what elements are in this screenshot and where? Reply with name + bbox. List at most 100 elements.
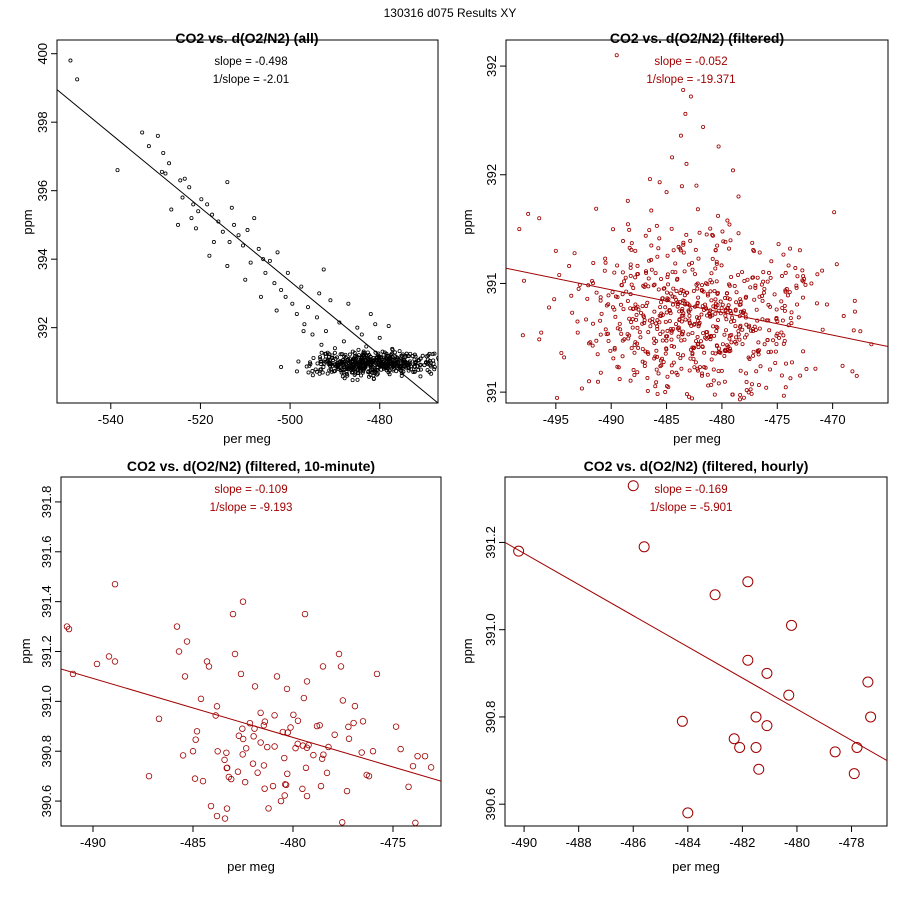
- panel-filtered-point: [610, 290, 615, 295]
- panel-filtered-point: [650, 316, 655, 321]
- panel-all-point: [428, 364, 433, 369]
- panel-all-point: [393, 362, 398, 367]
- panel-all-point: [358, 365, 363, 370]
- panel-10-minute-point: [335, 650, 343, 658]
- panel-filtered-point: [686, 262, 691, 267]
- panel-filtered-point: [687, 321, 692, 326]
- panel-all-point: [406, 365, 411, 370]
- panel-filtered-point: [788, 316, 793, 321]
- panel-all-point: [471, 371, 474, 374]
- panel-all-point: [290, 301, 295, 306]
- panel-filtered-point: [687, 368, 692, 373]
- panel-filtered-point: [768, 367, 773, 372]
- panel-all-point: [232, 222, 237, 227]
- panel-all-point: [163, 171, 168, 176]
- panel-filtered-point: [669, 337, 674, 342]
- panel-filtered-point: [813, 366, 818, 371]
- panel-all-point: [396, 364, 401, 369]
- panel-all-point: [332, 346, 337, 351]
- panel-filtered-ytick-label: 392: [484, 164, 499, 186]
- panel-all-point: [372, 367, 377, 372]
- panel-filtered-point: [800, 295, 805, 300]
- panel-10-minute-point: [284, 770, 291, 778]
- panel-10-minute-point: [300, 694, 308, 702]
- panel-all-slope: slope = -0.498: [214, 56, 287, 68]
- panel-hourly-xtick-label: -482: [729, 835, 755, 850]
- panel-filtered-point: [655, 391, 660, 396]
- panel-10-minute-title: CO2 vs. d(O2/N2) (filtered, 10-minute): [127, 458, 375, 474]
- panel-filtered-point: [794, 285, 799, 290]
- panel-all-point: [366, 369, 371, 374]
- panel-filtered-point: [603, 327, 608, 332]
- panel-filtered-point: [695, 315, 700, 320]
- panel-filtered-point: [520, 333, 525, 338]
- panel-filtered-point: [629, 241, 634, 246]
- panel-filtered-point: [764, 385, 769, 390]
- panel-filtered-point: [795, 274, 800, 279]
- panel-all-point: [361, 365, 366, 370]
- panel-10-minute-point: [213, 812, 221, 820]
- panel-filtered-point: [645, 300, 650, 305]
- panel-all-point: [229, 205, 234, 210]
- panel-filtered-point: [602, 268, 607, 273]
- panel-filtered-point: [755, 348, 760, 353]
- panel-10-minute-inv-slope: 1/slope = -9.193: [210, 502, 293, 514]
- panel-filtered-point: [681, 311, 686, 316]
- panel-filtered-point: [742, 335, 747, 340]
- panel-filtered-point: [798, 373, 803, 378]
- panel-all-xtick-label: -500: [277, 412, 303, 427]
- panel-10-minute-ytick-label: 391.0: [39, 685, 54, 718]
- panel-filtered-point: [640, 346, 645, 351]
- panel-filtered-point: [652, 407, 655, 410]
- panel-filtered-point: [627, 227, 632, 232]
- panel-filtered-point: [696, 324, 701, 329]
- panel-filtered-point: [676, 325, 681, 330]
- panel-filtered-point: [567, 264, 572, 269]
- panel-10-minute-point: [414, 752, 421, 760]
- panel-filtered-point: [587, 341, 592, 346]
- panel-filtered-point: [645, 376, 650, 381]
- panel-filtered-point: [642, 363, 647, 368]
- panel-hourly-point: [750, 711, 762, 723]
- panel-all-point: [422, 363, 427, 368]
- panel-all-point: [348, 359, 353, 364]
- panel-10-minute-point: [191, 775, 199, 782]
- panel-filtered-point: [705, 372, 710, 377]
- panel-filtered-point: [628, 265, 633, 270]
- panel-filtered-point: [738, 392, 743, 397]
- panel-10-minute-point: [392, 723, 400, 730]
- panel-all-point: [205, 202, 210, 207]
- panel-hourly-point: [682, 807, 694, 819]
- panel-10-minute-point: [421, 753, 429, 760]
- panel-filtered-ytick-label: 391: [484, 273, 499, 295]
- panel-filtered-point: [773, 349, 778, 354]
- panel-hourly-point: [848, 768, 860, 780]
- panel-filtered-point: [858, 329, 863, 334]
- panel-filtered-point: [638, 335, 643, 340]
- panel-filtered-point: [646, 330, 651, 335]
- panel-10-minute-point: [251, 683, 259, 690]
- panel-all-point: [283, 294, 288, 299]
- panel-filtered-point: [727, 282, 732, 287]
- panel-filtered-point: [625, 298, 630, 303]
- panel-all-ytick-label: 400: [35, 43, 50, 65]
- panel-all-point: [227, 240, 232, 245]
- panel-all-point: [302, 322, 307, 327]
- panel-filtered-point: [789, 321, 794, 326]
- panel-10-minute-point: [155, 715, 163, 723]
- panel-filtered-point: [676, 244, 681, 249]
- panel-filtered-point: [779, 373, 784, 378]
- panel-filtered-point: [705, 330, 710, 335]
- panel-filtered-point: [714, 279, 719, 284]
- panel-filtered-point: [603, 260, 608, 265]
- panel-10-minute-point: [260, 722, 268, 729]
- panel-10-minute-ylabel: ppm: [18, 638, 33, 663]
- panel-filtered-point: [725, 218, 730, 223]
- panel-10-minute-point: [397, 745, 404, 753]
- panel-filtered-point: [713, 311, 718, 316]
- panel-10-minute-point: [231, 650, 239, 658]
- panel-all-ytick-label: 394: [35, 248, 50, 270]
- panel-filtered-point: [612, 270, 617, 275]
- panel-filtered-point: [719, 263, 724, 268]
- panel-10-minute-point: [303, 792, 311, 800]
